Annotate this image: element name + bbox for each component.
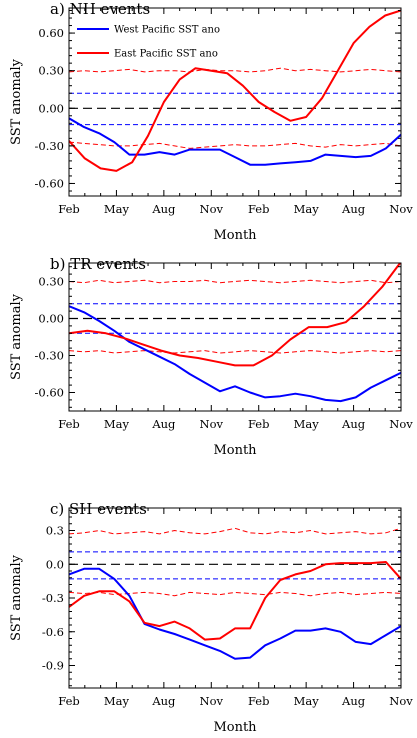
red-lower-significance-line — [69, 350, 401, 354]
x-axis-title: Month — [213, 720, 257, 735]
x-tick-label: May — [294, 694, 320, 708]
x-tick-label: Nov — [389, 694, 413, 708]
x-tick-label: Aug — [151, 694, 176, 708]
chart-panel-3: c) SH events Feb May Aug Nov Feb May Aug Nov 0.3 0… — [9, 500, 413, 735]
y-tick-label: 0.3 — [46, 524, 64, 538]
y-tick-label: -0.60 — [35, 176, 65, 190]
east-pacific-line — [69, 263, 401, 367]
x-tick-label: Aug — [341, 694, 366, 708]
y-tick-label: -0.30 — [35, 139, 65, 153]
x-tick-label: Nov — [389, 202, 413, 216]
x-tick-label: Feb — [248, 694, 270, 708]
series-group — [69, 527, 401, 660]
x-tick-label: Nov — [200, 202, 224, 216]
panel-title: b) TR events — [50, 255, 146, 273]
y-axis-title: SST anomaly — [9, 293, 24, 380]
y-tick-label: 0.30 — [38, 64, 64, 78]
panel-title: c) SH events — [50, 500, 147, 518]
x-tick-label: May — [294, 417, 320, 431]
y-tick-label: 0.60 — [38, 26, 64, 40]
y-tick-label: 0.00 — [38, 312, 64, 326]
x-axis-title: Month — [213, 228, 257, 243]
red-upper-significance-line — [69, 527, 401, 535]
x-tick-label: Feb — [58, 417, 80, 431]
x-tick-label: May — [104, 694, 130, 708]
y-tick-label: -0.30 — [35, 349, 65, 363]
y-axis-title: SST anomaly — [9, 58, 24, 145]
x-tick-label: Feb — [248, 202, 270, 216]
x-tick-label: Aug — [341, 417, 366, 431]
y-tick-label: -0.9 — [42, 659, 64, 673]
y-tick-label: -0.3 — [42, 591, 64, 605]
legend-entry-east-pacific: East Pacific SST ano — [77, 49, 218, 60]
west-pacific-line — [69, 117, 401, 166]
legend-label: East Pacific SST ano — [114, 49, 218, 60]
y-tick-label: 0.0 — [46, 557, 64, 571]
x-tick-label: Nov — [200, 417, 224, 431]
y-tick-label: 0.30 — [38, 275, 64, 289]
x-tick-label: Feb — [248, 417, 270, 431]
plot-frame — [68, 507, 402, 689]
x-tick-label: Nov — [389, 417, 413, 431]
panel-title: a) NH events — [50, 0, 150, 18]
x-tick-label: Feb — [58, 202, 80, 216]
y-axis-title: SST anomaly — [9, 554, 24, 641]
chart-panel-2: b) TR events Feb May Aug Nov Feb May Aug Nov 0.30… — [9, 255, 413, 458]
y-tick-label: 0.00 — [38, 101, 64, 115]
x-tick-label: Nov — [200, 694, 224, 708]
east-pacific-line — [69, 9, 401, 172]
x-tick-label: May — [104, 202, 130, 216]
x-axis-title: Month — [213, 443, 257, 458]
x-tick-label: Feb — [58, 694, 80, 708]
chart-panel-1: a) NH events Feb May Aug Nov Feb May Aug Nov 0.60… — [9, 0, 413, 243]
y-tick-label: -0.60 — [35, 386, 65, 400]
red-upper-significance-line — [69, 67, 401, 73]
x-tick-label: Aug — [151, 417, 176, 431]
legend-entry-west-pacific: West Pacific SST ano — [77, 25, 220, 36]
west-pacific-line — [69, 567, 401, 660]
x-tick-label: May — [104, 417, 130, 431]
red-upper-significance-line — [69, 279, 401, 284]
y-tick-label: -0.6 — [42, 625, 64, 639]
legend-label: West Pacific SST ano — [114, 25, 220, 36]
legend: West Pacific SST ano East Pacific SST ano — [77, 25, 220, 60]
plot-frame — [68, 7, 402, 197]
series-group — [69, 263, 401, 403]
west-pacific-line — [69, 305, 401, 403]
x-tick-label: May — [294, 202, 320, 216]
series-group — [69, 9, 401, 172]
x-tick-label: Aug — [341, 202, 366, 216]
plot-frame — [68, 262, 402, 412]
east-pacific-line — [69, 561, 401, 641]
x-tick-label: Aug — [151, 202, 176, 216]
